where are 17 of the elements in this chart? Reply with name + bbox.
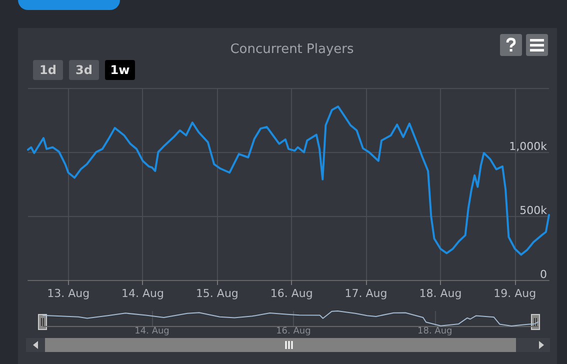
x-tick-label: 18. Aug (418, 326, 452, 336)
x-tick-label: 15. Aug (196, 287, 238, 300)
chart-title: Concurrent Players (230, 42, 354, 57)
x-tick-label: 18. Aug (419, 287, 462, 300)
x-tick-label: 19. Aug (494, 287, 536, 300)
x-tick-label: 13. Aug (47, 287, 90, 300)
x-tick-label: 14. Aug (122, 287, 164, 300)
text: 1w (105, 60, 135, 80)
y-tick-label: 500k (520, 204, 548, 217)
text: 1d (33, 60, 63, 80)
text: 3d (69, 60, 99, 80)
y-tick-label: 0 (540, 268, 547, 281)
x-tick-label: 14. Aug (134, 326, 170, 336)
y-tick-label: 1,000k (509, 140, 548, 153)
x-tick-label: 16. Aug (270, 287, 313, 300)
x-tick-label: 17. Aug (344, 287, 388, 300)
x-tick-label: 16. Aug (276, 326, 311, 336)
